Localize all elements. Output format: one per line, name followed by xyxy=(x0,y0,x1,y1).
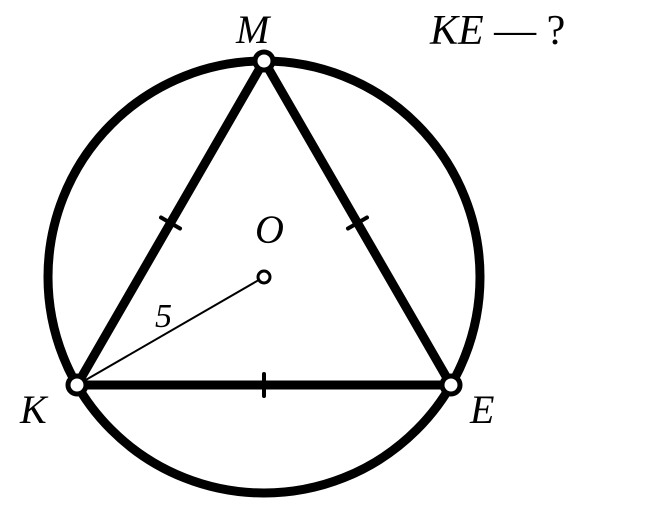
label-radius-value: 5 xyxy=(155,300,172,334)
point-O xyxy=(258,271,270,283)
point-M xyxy=(255,52,273,70)
label-K: K xyxy=(20,390,47,430)
label-E: E xyxy=(470,390,494,430)
question-text: KE — ? xyxy=(430,10,565,52)
diagram-stage: M K E O 5 KE — ? xyxy=(0,0,657,531)
label-O: O xyxy=(255,210,284,250)
point-E xyxy=(442,376,460,394)
question-dash: — xyxy=(494,8,547,54)
question-segment: KE xyxy=(430,8,484,54)
question-mark: ? xyxy=(547,8,566,54)
geometry-svg xyxy=(0,0,657,531)
point-K xyxy=(68,376,86,394)
label-M: M xyxy=(236,10,269,50)
